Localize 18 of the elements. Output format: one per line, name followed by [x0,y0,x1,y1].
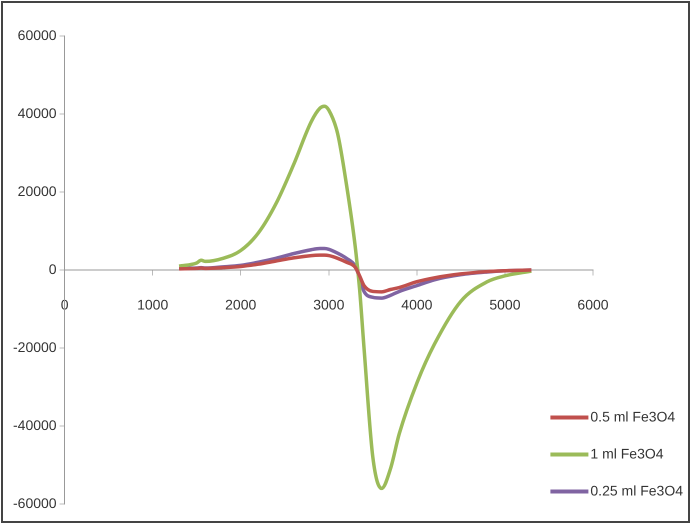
legend-label: 0.25 ml Fe3O4 [590,482,684,498]
y-tick-label: 0 [48,260,57,277]
x-tick-label: 3000 [313,296,345,312]
y-tick-label: -60000 [13,494,57,511]
legend-label: 0.5 ml Fe3O4 [590,408,676,424]
legend-label: 1 ml Fe3O4 [590,445,664,462]
y-tick-label: 60000 [18,26,57,43]
x-tick-label: 5000 [489,296,521,312]
x-tick-label: 1000 [137,296,168,312]
y-tick-label: -20000 [13,338,57,355]
x-tick-label: 4000 [401,296,433,312]
line-series [177,104,534,490]
y-tick-label: 40000 [18,104,57,121]
x-tick-label: 2000 [225,296,257,312]
x-tick-label: 6000 [577,296,609,312]
y-tick-label: -40000 [13,416,57,433]
line-series [177,253,534,294]
y-tick-label: 20000 [18,182,57,199]
